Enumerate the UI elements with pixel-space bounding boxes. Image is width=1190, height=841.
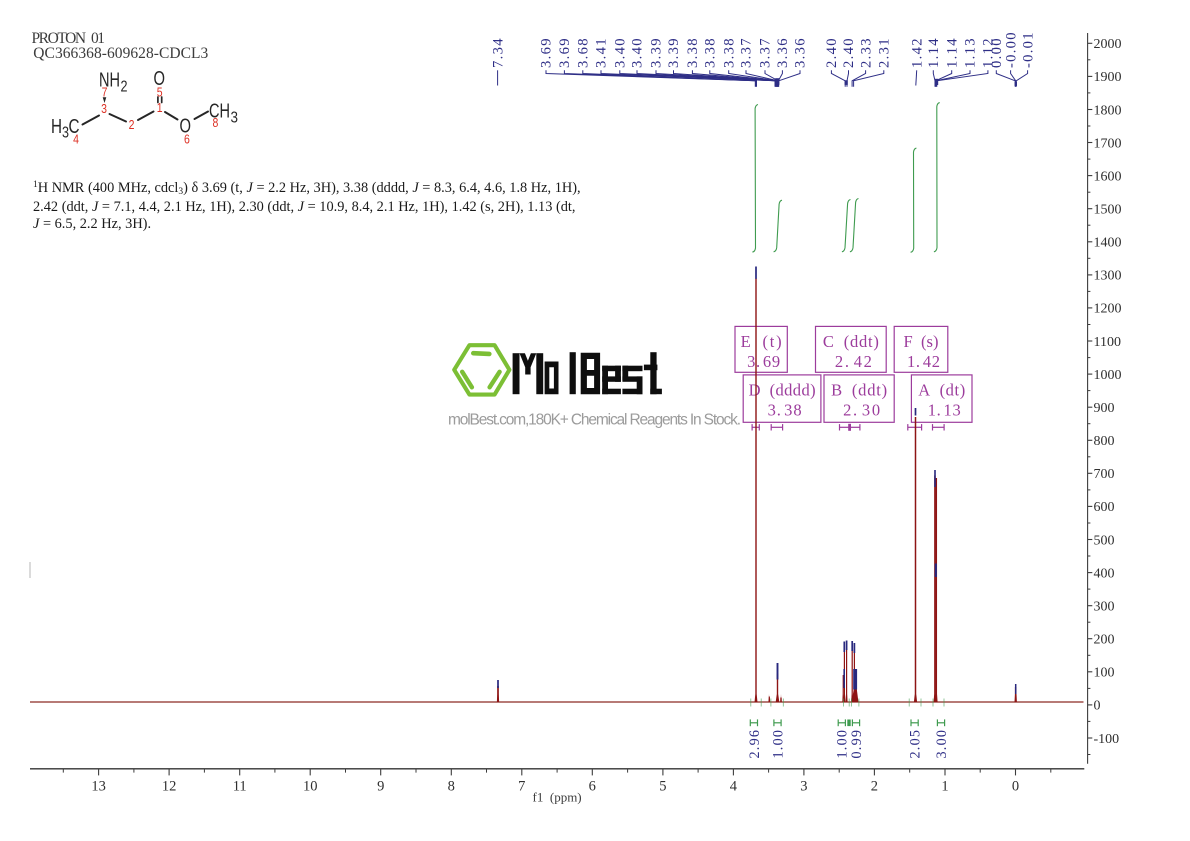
svg-text:-0.01: -0.01 xyxy=(1020,33,1036,69)
svg-text:1600: 1600 xyxy=(1094,169,1122,184)
svg-text:3.00: 3.00 xyxy=(934,730,950,759)
svg-text:5: 5 xyxy=(659,779,666,795)
svg-text:2: 2 xyxy=(121,79,128,96)
svg-text:C (ddt): C (ddt) xyxy=(823,332,879,351)
svg-text:1.14: 1.14 xyxy=(944,38,960,68)
svg-text:100: 100 xyxy=(1094,666,1115,681)
svg-text:2.40: 2.40 xyxy=(824,39,840,69)
svg-text:0: 0 xyxy=(1012,779,1019,795)
svg-text:8: 8 xyxy=(212,116,218,130)
svg-text:H: H xyxy=(51,115,62,138)
svg-text:13: 13 xyxy=(91,779,106,795)
svg-text:1.00: 1.00 xyxy=(770,730,786,759)
svg-text:molBest.com,180K+ Chemical Rea: molBest.com,180K+ Chemical Reagents In S… xyxy=(448,412,741,429)
svg-text:1: 1 xyxy=(941,779,948,795)
svg-text:3.41: 3.41 xyxy=(594,39,610,69)
svg-text:PROTON 01: PROTON 01 xyxy=(32,30,106,47)
svg-text:NH: NH xyxy=(99,69,120,92)
svg-text:CH: CH xyxy=(209,100,230,123)
svg-text:1300: 1300 xyxy=(1094,269,1122,284)
svg-text:0: 0 xyxy=(1094,699,1101,714)
svg-text:1700: 1700 xyxy=(1094,136,1122,151)
svg-text:1800: 1800 xyxy=(1094,103,1122,118)
svg-text:7: 7 xyxy=(102,85,108,99)
svg-text:2: 2 xyxy=(129,118,135,132)
svg-text:3.38: 3.38 xyxy=(721,39,737,69)
svg-text:3: 3 xyxy=(231,110,239,127)
svg-text:3.39: 3.39 xyxy=(649,39,665,69)
svg-text:0.99: 0.99 xyxy=(849,730,865,759)
svg-text:3.38: 3.38 xyxy=(685,39,701,69)
svg-text:O: O xyxy=(154,67,166,90)
svg-text:1. 13: 1. 13 xyxy=(928,401,961,420)
svg-text:3.36: 3.36 xyxy=(775,39,791,69)
svg-text:3.37: 3.37 xyxy=(758,39,774,69)
svg-text:3: 3 xyxy=(62,125,69,142)
svg-text:3.36: 3.36 xyxy=(793,39,809,69)
svg-text:3.69: 3.69 xyxy=(557,39,573,69)
svg-text:2: 2 xyxy=(871,779,878,795)
svg-text:1100: 1100 xyxy=(1094,335,1121,350)
svg-text:2.40: 2.40 xyxy=(841,39,857,69)
svg-text:4: 4 xyxy=(73,132,79,146)
svg-text:2. 42: 2. 42 xyxy=(835,352,872,371)
svg-text:F (s): F (s) xyxy=(904,332,939,351)
svg-text:11: 11 xyxy=(233,779,247,795)
svg-text:C: C xyxy=(69,115,80,138)
svg-text:3.39: 3.39 xyxy=(666,39,682,69)
svg-text:1900: 1900 xyxy=(1094,70,1122,85)
svg-text:2.05: 2.05 xyxy=(908,730,924,759)
svg-text:O: O xyxy=(180,115,192,138)
svg-text:600: 600 xyxy=(1094,500,1115,515)
svg-text:1.13: 1.13 xyxy=(963,39,979,69)
svg-text:f1 (ppm): f1 (ppm) xyxy=(533,790,582,805)
svg-text:1500: 1500 xyxy=(1094,203,1122,218)
svg-text:7.34: 7.34 xyxy=(490,38,506,68)
svg-text:500: 500 xyxy=(1094,533,1115,548)
svg-text:3: 3 xyxy=(101,102,107,116)
svg-text:1.42: 1.42 xyxy=(909,39,925,69)
svg-text:200: 200 xyxy=(1094,633,1115,648)
svg-text:3: 3 xyxy=(800,779,807,795)
svg-text:D (dddd): D (dddd) xyxy=(749,380,816,399)
svg-text:400: 400 xyxy=(1094,566,1115,581)
svg-text:1: 1 xyxy=(157,101,163,115)
svg-text:8: 8 xyxy=(448,779,455,795)
svg-text:700: 700 xyxy=(1094,467,1115,482)
svg-text:-0.00: -0.00 xyxy=(1003,33,1019,69)
svg-text:5: 5 xyxy=(157,85,163,99)
svg-text:2.33: 2.33 xyxy=(858,39,874,69)
svg-text:1.14: 1.14 xyxy=(926,38,942,68)
svg-text:B (ddt): B (ddt) xyxy=(831,380,887,399)
svg-text:2. 30: 2. 30 xyxy=(843,401,880,420)
svg-text:3.68: 3.68 xyxy=(576,39,592,69)
svg-text:2.31: 2.31 xyxy=(877,39,893,69)
svg-text:3. 69: 3. 69 xyxy=(747,352,780,371)
svg-text:3.40: 3.40 xyxy=(613,39,629,69)
svg-text:1400: 1400 xyxy=(1094,236,1122,251)
svg-text:3.38: 3.38 xyxy=(703,39,719,69)
svg-text:3.40: 3.40 xyxy=(630,39,646,69)
svg-text:-100: -100 xyxy=(1094,732,1120,747)
svg-text:A (dt): A (dt) xyxy=(918,380,965,399)
svg-text:4: 4 xyxy=(730,779,738,795)
svg-text:6: 6 xyxy=(589,779,596,795)
svg-text:800: 800 xyxy=(1094,434,1115,449)
svg-text:10: 10 xyxy=(303,779,318,795)
svg-text:QC366368-609628-CDCL3: QC366368-609628-CDCL3 xyxy=(33,45,208,62)
svg-text:12: 12 xyxy=(162,779,177,795)
svg-text:9: 9 xyxy=(377,779,384,795)
svg-text:1. 42: 1. 42 xyxy=(907,352,940,371)
svg-text:7: 7 xyxy=(518,779,525,795)
svg-text:6: 6 xyxy=(184,133,190,147)
svg-text:300: 300 xyxy=(1094,600,1115,615)
svg-text:2.96: 2.96 xyxy=(747,730,763,759)
svg-text:1200: 1200 xyxy=(1094,302,1122,317)
svg-text:1000: 1000 xyxy=(1094,368,1122,383)
svg-text:900: 900 xyxy=(1094,401,1115,416)
svg-text:3.69: 3.69 xyxy=(539,39,555,69)
svg-text:3. 38: 3. 38 xyxy=(768,401,802,420)
svg-text:3.37: 3.37 xyxy=(739,39,755,69)
svg-text:2000: 2000 xyxy=(1094,37,1122,52)
